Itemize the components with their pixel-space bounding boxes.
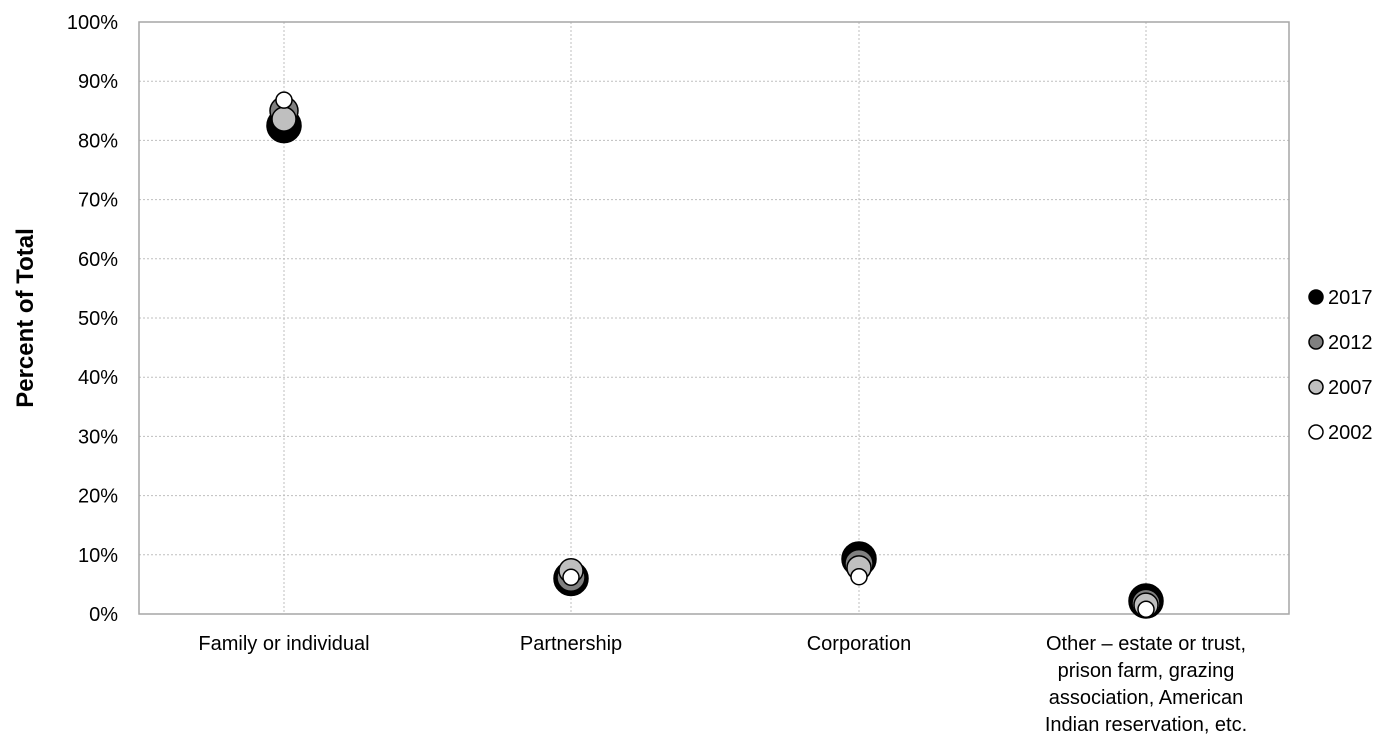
point-2002-0 (275, 91, 293, 109)
legend-marker-2002 (1308, 424, 1324, 440)
legend: 2017 2012 2007 2002 (1308, 287, 1373, 444)
y-axis-title: Percent of Total (12, 228, 39, 408)
point-2002-3 (1137, 600, 1155, 619)
x-category-label: Family or individual (198, 633, 369, 655)
y-tick-label: 60% (78, 249, 118, 271)
point-2007-0 (271, 106, 297, 132)
y-tick-label: 80% (78, 130, 118, 152)
legend-label-2007: 2007 (1328, 377, 1373, 399)
x-category-label: Partnership (520, 633, 622, 655)
legend-marker-2017 (1308, 289, 1324, 305)
y-tick-label: 90% (78, 71, 118, 93)
y-tick-label: 0% (89, 604, 118, 626)
legend-label-2017: 2017 (1328, 287, 1373, 309)
y-tick-label: 70% (78, 190, 118, 212)
y-tick-label: 10% (78, 545, 118, 567)
x-category-label: Other – estate or trust, prison farm, gra… (1045, 633, 1247, 736)
legend-marker-2012 (1308, 334, 1324, 350)
point-2002-1 (562, 568, 580, 587)
plot-area (138, 21, 1290, 615)
data-points (266, 91, 1164, 619)
y-tick-label: 30% (78, 426, 118, 448)
y-tick-label: 100% (67, 12, 118, 34)
grid (139, 22, 1289, 614)
legend-label-2002: 2002 (1328, 422, 1373, 444)
point-2002-2 (850, 567, 868, 586)
y-tick-label: 20% (78, 486, 118, 508)
legend-marker-2007 (1308, 379, 1324, 395)
x-category-label: Corporation (807, 633, 912, 655)
y-tick-label: 50% (78, 308, 118, 330)
y-axis-ticks: 0% 10% 20% 30% 40% 50% 60% 70% 80% 90% 100% (67, 12, 118, 626)
y-tick-label: 40% (78, 367, 118, 389)
legend-label-2012: 2012 (1328, 332, 1373, 354)
x-axis-categories: Family or individual Partnership Corporati… (198, 633, 1247, 736)
